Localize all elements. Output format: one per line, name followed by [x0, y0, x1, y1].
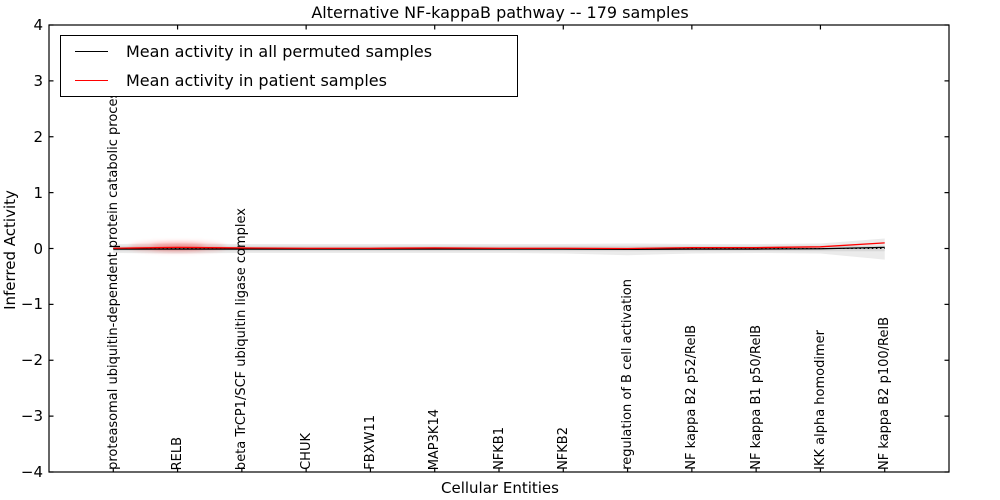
x-category-label: beta TrCP1/SCF ubiquitin ligase complex — [234, 207, 250, 470]
x-category-label: NF kappa B1 p50/RelB — [748, 325, 764, 470]
legend-label: Mean activity in patient samples — [126, 70, 387, 90]
red-line-icon — [75, 79, 108, 81]
legend-label: Mean activity in all permuted samples — [126, 42, 433, 62]
y-tick-label: 1 — [33, 183, 43, 202]
y-axis-label: Inferred Activity — [1, 190, 19, 310]
x-category-label: IKK alpha homodimer — [812, 330, 828, 470]
chart-title: Alternative NF-kappaB pathway -- 179 sam… — [311, 3, 689, 22]
x-axis-label: Cellular Entities — [441, 479, 559, 497]
x-category-label: NF kappa B2 p100/RelB — [877, 317, 893, 470]
axes-spines-and-ticks — [48, 24, 950, 473]
x-category-label: NFKB2 — [555, 427, 571, 470]
legend-entry-patient: Mean activity in patient samples — [75, 67, 517, 93]
x-category-label: RELB — [170, 436, 186, 470]
y-tick-label: 4 — [33, 16, 43, 34]
x-category-label: proteasomal ubiquitin-dependent protein … — [105, 85, 121, 470]
y-tick-label: 0 — [33, 239, 43, 258]
x-category-label: NF kappa B2 p52/RelB — [684, 325, 700, 470]
legend: Mean activity in all permuted samples Me… — [60, 35, 518, 97]
y-tick-label: −4 — [20, 463, 43, 481]
y-tick-label: 3 — [33, 71, 43, 90]
x-category-label: FBXW11 — [362, 415, 378, 470]
series-lines — [113, 242, 885, 250]
black-line-icon — [75, 51, 108, 53]
x-category-label: CHUK — [298, 433, 314, 470]
y-tick-label: −3 — [20, 407, 43, 426]
y-tick-label: −1 — [20, 295, 43, 314]
y-tick-label: −2 — [20, 351, 43, 370]
legend-entry-permuted: Mean activity in all permuted samples — [75, 39, 517, 65]
x-category-label: regulation of B cell activation — [620, 279, 636, 470]
y-tick-label: 2 — [33, 127, 43, 146]
x-category-label: NFKB1 — [491, 427, 507, 470]
x-category-label: MAP3K14 — [427, 408, 443, 470]
